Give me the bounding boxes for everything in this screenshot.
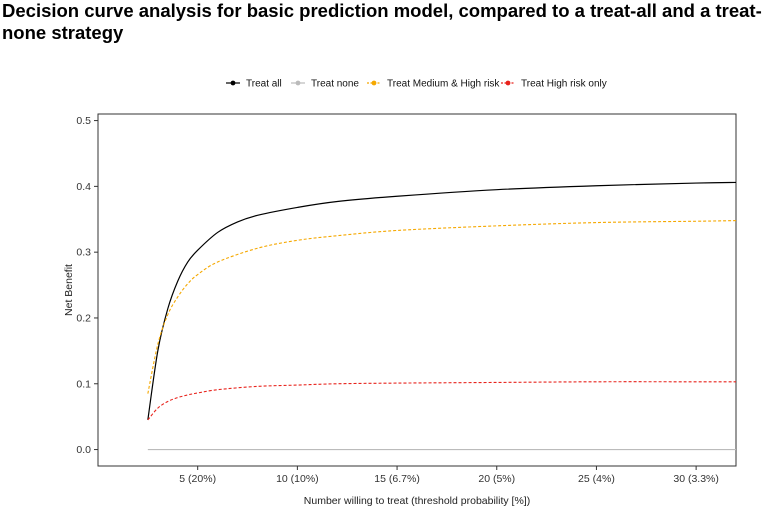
legend-label-treat-none: Treat none	[311, 79, 359, 90]
x-tick-label: 30 (3.3%)	[673, 473, 719, 485]
y-tick-label: 0.4	[76, 181, 91, 193]
x-axis-title: Number willing to treat (threshold proba…	[304, 495, 530, 507]
legend-label-treat-all: Treat all	[246, 79, 282, 90]
series-line-treat-all	[147, 181, 737, 421]
y-tick-label: 0.3	[76, 247, 91, 259]
axis-labels: 0.0 0.1 0.2 0.3 0.4 0.5 5 (20%) 10 (10%) 15 (6.7…	[76, 115, 719, 485]
y-tick-label: 0.2	[76, 312, 91, 324]
legend-marker-treat-high-risk-only	[505, 80, 511, 86]
plot-panel	[97, 113, 737, 467]
y-tick-label: 0.5	[76, 115, 91, 127]
series-line-treat-high-risk-only	[147, 381, 736, 421]
x-tick-label: 20 (5%)	[478, 473, 515, 485]
legend-label-treat-medium-high-risk: Treat Medium & High risk	[387, 79, 500, 90]
x-tick-label: 15 (6.7%)	[374, 473, 420, 485]
legend-label-treat-high-risk-only: Treat High risk only	[521, 79, 607, 90]
x-tick-label: 25 (4%)	[578, 473, 615, 485]
legend-marker-treat-none	[295, 80, 301, 86]
y-tick-label: 0.0	[76, 444, 91, 456]
y-axis-title: Net Benefit	[63, 264, 75, 316]
tick-marks	[94, 120, 697, 470]
chart-title: Decision curve analysis for basic predic…	[2, 0, 762, 43]
series-line-treat-medium-high-risk	[147, 220, 737, 394]
legend: Treat all Treat none Treat Medium & High r…	[226, 79, 607, 90]
y-tick-label: 0.1	[76, 378, 91, 390]
legend-marker-treat-medium-high-risk	[371, 80, 377, 86]
x-tick-label: 5 (20%)	[179, 473, 216, 485]
x-tick-label: 10 (10%)	[276, 473, 319, 485]
legend-marker-treat-all	[230, 80, 236, 86]
series-lines	[147, 181, 737, 451]
